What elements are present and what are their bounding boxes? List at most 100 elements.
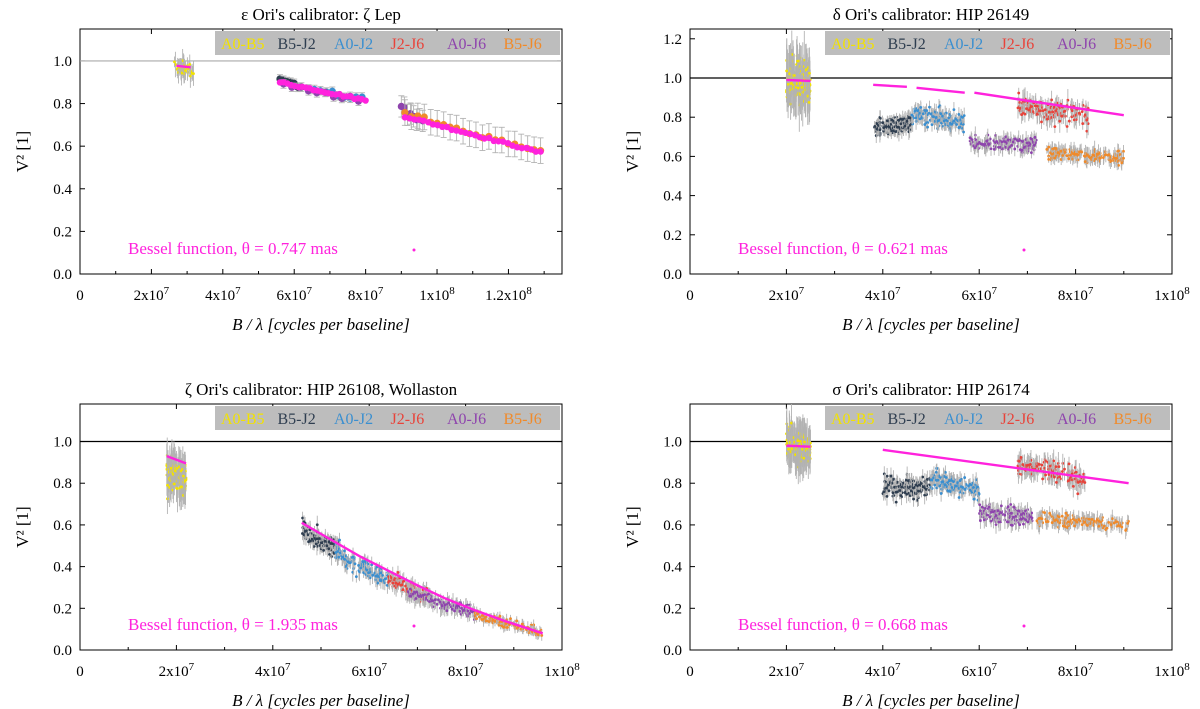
data-point	[954, 484, 958, 488]
data-point	[353, 562, 357, 566]
x-tick-label: 0	[76, 664, 84, 680]
data-point	[804, 68, 808, 72]
data-point	[1070, 115, 1074, 119]
data-point	[952, 108, 956, 111]
data-point	[972, 497, 976, 501]
x-tick-label: 1x108	[1154, 285, 1190, 304]
legend-entry: B5-J6	[1114, 36, 1152, 53]
legend-entry: A0-J6	[1057, 36, 1096, 53]
data-point	[1083, 113, 1087, 117]
chart-panel-1: ε Ori's calibrator: ζ Lep 0.0 0.2 0.4 0.6 0.8…	[13, 5, 563, 334]
data-point	[942, 119, 946, 123]
data-point	[807, 100, 811, 104]
plot-frame	[689, 28, 1173, 275]
data-point	[1054, 109, 1058, 113]
data-point	[338, 538, 341, 542]
data-point	[328, 552, 331, 556]
x-tick-label: 8x107	[448, 661, 484, 680]
data-point	[412, 590, 416, 594]
data-point	[1002, 139, 1006, 143]
data-point	[1067, 119, 1071, 123]
series-a0-b5	[173, 48, 195, 88]
legend-entry: A0-B5	[831, 36, 875, 53]
data-point	[315, 523, 319, 527]
annotation-marker	[1022, 248, 1026, 252]
data-point	[1047, 110, 1051, 114]
data-point	[394, 581, 398, 585]
data-point	[968, 136, 972, 140]
data-point	[1069, 153, 1072, 157]
data-point	[873, 124, 877, 128]
y-tick-label: 0.4	[53, 560, 72, 576]
data-point	[1020, 148, 1024, 152]
data-point	[955, 123, 959, 126]
data-point	[1079, 150, 1082, 154]
y-tick-label: 0.0	[663, 643, 682, 659]
data-point	[1070, 109, 1074, 113]
data-point	[962, 130, 965, 134]
data-point	[919, 105, 923, 109]
data-point	[1104, 153, 1108, 157]
data-point	[399, 583, 403, 587]
data-point	[481, 617, 485, 621]
data-point	[1107, 153, 1111, 157]
data-point	[944, 476, 948, 479]
data-point	[899, 494, 903, 497]
data-point	[954, 117, 957, 121]
data-layer	[165, 437, 544, 641]
y-tick-label: 0.2	[53, 224, 72, 240]
y-axis-label: V² [1]	[13, 506, 32, 547]
annotation-marker	[412, 624, 416, 628]
data-point	[940, 114, 944, 118]
y-axis-label: V² [1]	[623, 131, 642, 172]
data-point	[351, 555, 355, 559]
data-point	[882, 129, 885, 133]
data-point	[430, 599, 434, 603]
data-point	[967, 484, 970, 488]
series-b5-j6	[473, 606, 544, 641]
data-point	[1056, 151, 1060, 154]
data-point	[919, 482, 923, 485]
data-point	[1033, 104, 1037, 108]
data-point	[948, 479, 952, 482]
data-point	[1017, 91, 1021, 95]
model-point	[429, 121, 437, 128]
data-point	[944, 470, 947, 474]
legend-entry: J2-J6	[1001, 36, 1035, 53]
data-point	[1046, 115, 1050, 119]
x-tick-label: 4x107	[865, 661, 901, 680]
data-point	[318, 537, 322, 540]
data-point	[1085, 129, 1089, 133]
data-point	[404, 584, 408, 588]
x-tick-label: 1x108	[1154, 661, 1190, 680]
y-tick-label: 0.8	[53, 476, 72, 492]
data-point	[790, 421, 793, 425]
y-tick-label: 0.2	[663, 228, 682, 244]
data-point	[934, 116, 938, 119]
data-point	[537, 633, 540, 637]
data-point	[402, 579, 406, 583]
data-point	[1047, 154, 1051, 158]
data-point	[917, 111, 921, 115]
data-point	[188, 74, 192, 78]
data-point	[1059, 114, 1063, 118]
y-tick-label: 0.2	[53, 601, 72, 617]
legend-entry: A0-J6	[447, 36, 486, 53]
data-point	[887, 483, 890, 487]
data-point	[1075, 152, 1079, 156]
data-point	[888, 125, 891, 129]
data-point	[808, 71, 811, 75]
data-point	[1047, 158, 1051, 161]
y-tick-label: 0.6	[53, 518, 72, 534]
data-point	[177, 465, 181, 469]
bessel-model	[786, 78, 1124, 117]
data-point	[921, 475, 925, 479]
x-tick-label: 4x107	[865, 285, 901, 304]
x-tick-label: 6x107	[276, 285, 312, 304]
data-point	[411, 592, 415, 596]
data-point	[913, 109, 917, 113]
data-point	[405, 587, 409, 591]
data-point	[885, 119, 889, 123]
data-point	[903, 124, 907, 128]
legend-entry: A0-B5	[221, 36, 265, 53]
